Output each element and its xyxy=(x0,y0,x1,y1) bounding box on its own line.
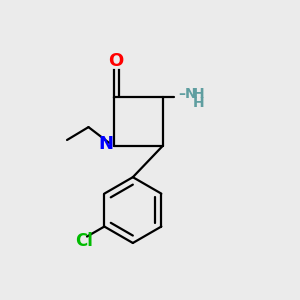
Text: N: N xyxy=(99,135,114,153)
Text: O: O xyxy=(109,52,124,70)
Text: –N: –N xyxy=(178,87,196,100)
Text: H: H xyxy=(193,96,205,110)
Text: H: H xyxy=(193,87,205,100)
Text: Cl: Cl xyxy=(75,232,93,250)
